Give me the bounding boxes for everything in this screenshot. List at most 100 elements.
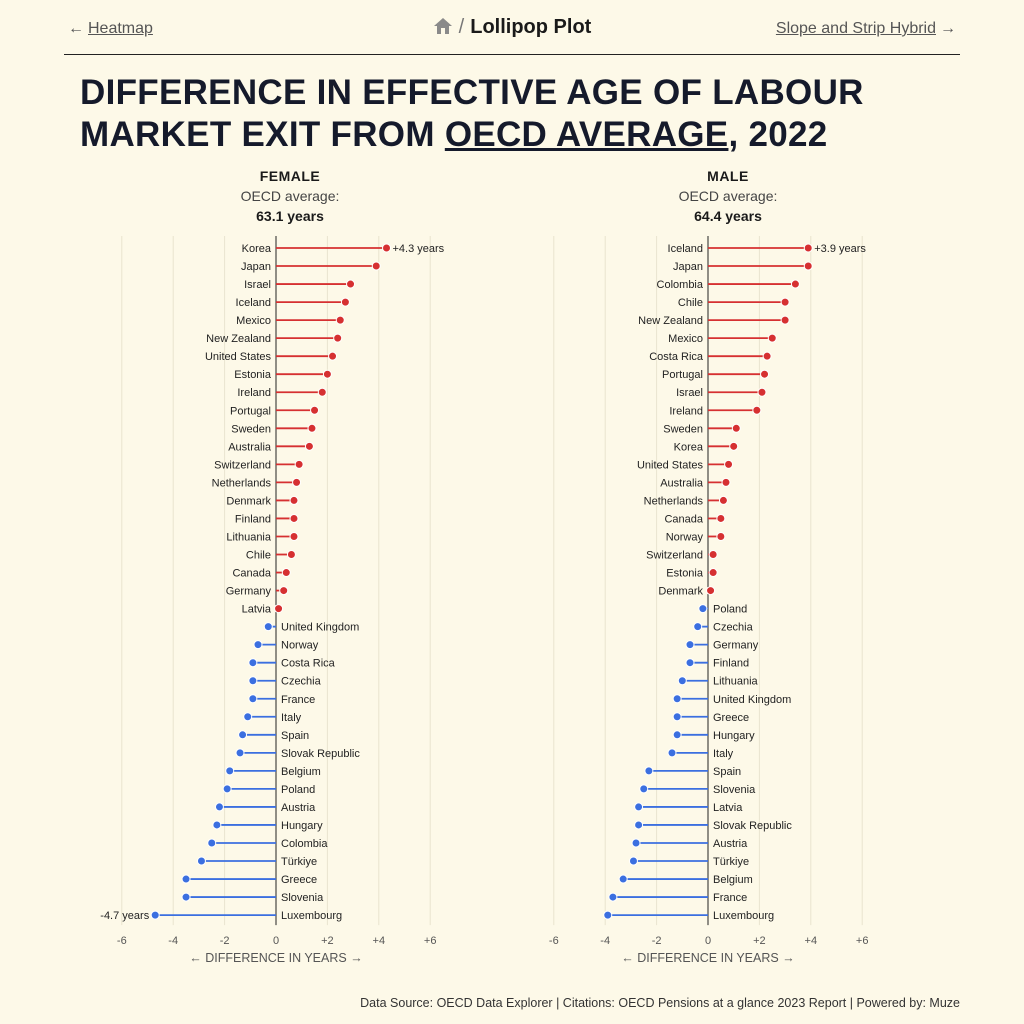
male-dot <box>706 586 716 596</box>
female-x-tick-label: -2 <box>220 935 230 947</box>
female-country-label: Chile <box>246 550 271 562</box>
female-country-label: Lithuania <box>226 531 272 543</box>
male-country-label: Czechia <box>713 622 754 634</box>
nav-center: / Lollipop Plot <box>64 16 960 42</box>
female-country-label: Japan <box>241 261 271 273</box>
female-dot <box>279 586 289 596</box>
female-dot <box>289 513 299 523</box>
female-country-label: Iceland <box>236 297 271 309</box>
male-country-label: Israel <box>676 387 703 399</box>
female-country-label: Estonia <box>234 369 272 381</box>
female-dot <box>274 604 284 614</box>
male-dot <box>603 910 613 920</box>
male-dot <box>780 315 790 325</box>
male-dot <box>721 477 731 487</box>
lollipop-chart: -6 -4 -2 0 +2 +4 +6 ← DIFFERENCE IN YEARS → Kore… <box>100 236 869 965</box>
chart-title: DIFFERENCE IN EFFECTIVE AGE OF LABOUR MA… <box>80 72 940 156</box>
female-dot <box>196 856 206 866</box>
female-country-label: Greece <box>281 874 317 886</box>
chart-title-text: DIFFERENCE IN EFFECTIVE AGE OF LABOUR MA… <box>80 73 864 154</box>
female-x-tick-label: -4 <box>168 935 178 947</box>
male-country-label: Mexico <box>668 333 703 345</box>
male-max-annotation: +3.9 years <box>814 243 866 255</box>
female-country-label: Switzerland <box>214 459 271 471</box>
male-country-label: Spain <box>713 766 741 778</box>
male-country-label: Germany <box>713 640 759 652</box>
male-country-label: Belgium <box>713 874 753 886</box>
male-country-label: United States <box>637 459 704 471</box>
oecd-average-link[interactable]: OECD AVERAGE <box>444 115 729 154</box>
male-country-label: Estonia <box>666 568 704 580</box>
female-country-label: Portugal <box>230 405 271 417</box>
male-country-label: Canada <box>664 513 703 525</box>
female-avg-value: 63.1 years <box>256 208 324 224</box>
male-country-label: Latvia <box>713 802 743 814</box>
male-dot <box>639 784 649 794</box>
male-dot <box>752 405 762 415</box>
male-country-label: Iceland <box>668 243 703 255</box>
female-dot <box>150 910 160 920</box>
male-x-tick-label: +4 <box>805 935 818 947</box>
data-source-footer: Data Source: OECD Data Explorer | Citati… <box>360 996 960 1010</box>
male-country-label: Korea <box>674 441 704 453</box>
next-chart-link[interactable]: Slope and Strip Hybrid → <box>776 20 960 38</box>
female-dot <box>346 279 356 289</box>
male-x-tick-label: +2 <box>753 935 766 947</box>
male-dot <box>762 351 772 361</box>
male-country-label: New Zealand <box>638 315 703 327</box>
female-dot <box>292 477 302 487</box>
female-dot <box>371 261 381 271</box>
female-country-label: France <box>281 694 315 706</box>
home-icon[interactable] <box>433 16 453 42</box>
male-x-tick-label: -2 <box>652 935 662 947</box>
male-dot <box>644 766 654 776</box>
male-country-label: Switzerland <box>646 550 703 562</box>
top-navigation: ← Heatmap / Lollipop Plot Slope and Strip … <box>64 0 960 55</box>
female-country-label: Korea <box>242 243 272 255</box>
male-dot <box>608 892 618 902</box>
male-country-label: Portugal <box>662 369 703 381</box>
male-country-label: Slovak Republic <box>713 820 792 832</box>
male-country-label: United Kingdom <box>713 694 791 706</box>
female-dot <box>248 676 258 686</box>
female-country-label: Spain <box>281 730 309 742</box>
female-country-label: Finland <box>235 513 271 525</box>
female-dot <box>289 531 299 541</box>
female-dot <box>340 297 350 307</box>
male-dot <box>790 279 800 289</box>
male-dot <box>667 748 677 758</box>
male-dot <box>672 694 682 704</box>
male-avg-label: OECD average: <box>678 188 778 204</box>
prev-chart-link[interactable]: ← Heatmap <box>64 20 153 38</box>
female-country-label: Türkiye <box>281 856 317 868</box>
female-dot <box>238 730 248 740</box>
male-dot <box>634 820 644 830</box>
male-country-label: Japan <box>673 261 703 273</box>
prev-chart-label: Heatmap <box>88 20 153 37</box>
male-country-label: Türkiye <box>713 856 749 868</box>
male-dot <box>803 261 813 271</box>
male-country-label: Sweden <box>663 423 703 435</box>
female-dot <box>235 748 245 758</box>
male-x-tick-label: +6 <box>856 935 869 947</box>
female-country-label: Czechia <box>281 676 322 688</box>
male-country-label: Poland <box>713 604 747 616</box>
male-dot <box>767 333 777 343</box>
female-dot <box>214 802 224 812</box>
page-title: Lollipop Plot <box>470 16 592 38</box>
female-x-tick-label: -6 <box>117 935 127 947</box>
male-dot <box>672 712 682 722</box>
female-dot <box>333 333 343 343</box>
male-country-label: Lithuania <box>713 676 759 688</box>
male-dot <box>716 513 726 523</box>
male-dot <box>760 369 770 379</box>
chart-title-year: , 2022 <box>728 115 828 154</box>
male-country-label: Netherlands <box>644 495 704 507</box>
male-dot <box>708 550 718 560</box>
male-dot <box>708 568 718 578</box>
female-country-label: Sweden <box>231 423 271 435</box>
female-country-label: Colombia <box>281 838 328 850</box>
male-dot <box>693 622 703 632</box>
male-country-label: Australia <box>660 477 704 489</box>
male-dot <box>724 459 734 469</box>
